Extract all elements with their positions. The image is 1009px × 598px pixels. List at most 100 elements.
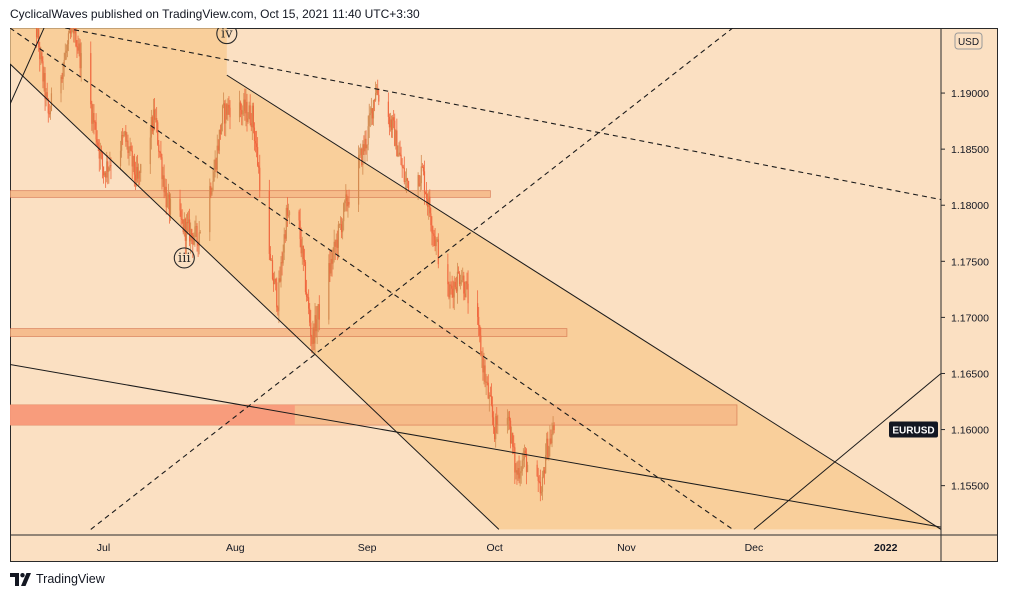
candle-body-156 xyxy=(255,143,258,148)
candle-body-349 xyxy=(546,438,548,455)
candle-body-307 xyxy=(484,365,486,383)
price-chart[interactable]: 1.19000 1.18500 1.18000 1.17500 1.17000 1.165… xyxy=(10,28,998,562)
candle-body-340 xyxy=(536,464,538,477)
candle-body-104 xyxy=(183,218,185,233)
candle-body-33 xyxy=(74,28,76,34)
candle-body-221 xyxy=(359,154,361,156)
candle-body-109 xyxy=(189,219,191,242)
candle-body-242 xyxy=(389,119,392,128)
candle-body-302 xyxy=(479,325,481,336)
candle-body-165 xyxy=(274,278,276,285)
currency-badge[interactable]: USD xyxy=(954,32,983,50)
candle-body-9 xyxy=(40,52,42,60)
candle-body-144 xyxy=(243,99,245,111)
candle-body-267 xyxy=(424,192,427,195)
candle-body-284 xyxy=(451,285,453,289)
candle-body-213 xyxy=(342,221,344,233)
candle-body-62 xyxy=(122,135,124,136)
candle-body-108 xyxy=(187,219,190,224)
candle-body-175 xyxy=(284,234,286,239)
candle-body-8 xyxy=(39,46,41,60)
candle-body-200 xyxy=(328,263,330,320)
candle-body-330 xyxy=(517,467,519,475)
candle-body-220 xyxy=(357,155,360,205)
candle-body-152 xyxy=(251,105,253,128)
x-tick-label: Jul xyxy=(97,542,110,554)
candle-body-46 xyxy=(96,139,98,143)
candle-body-268 xyxy=(426,194,428,200)
candle-body-141 xyxy=(240,102,242,110)
candle-body-292 xyxy=(460,281,462,284)
candle-body-15 xyxy=(46,92,48,100)
candle-body-124 xyxy=(213,171,215,182)
candle-body-226 xyxy=(364,138,366,152)
candle-body-122 xyxy=(211,190,213,195)
trendline-2 xyxy=(226,74,941,530)
candle-body-54 xyxy=(105,172,107,178)
candle-body-65 xyxy=(125,131,127,142)
candle-body-247 xyxy=(395,130,397,146)
candle-body-248 xyxy=(396,130,398,157)
candle-body-120 xyxy=(209,186,211,233)
candle-body-211 xyxy=(339,224,342,226)
zone-3-strong xyxy=(10,404,295,426)
candle-body-52 xyxy=(102,166,105,176)
candle-body-29 xyxy=(69,30,72,34)
zone-2 xyxy=(10,328,568,337)
price-axis[interactable]: 1.19000 1.18500 1.18000 1.17500 1.17000 1.165… xyxy=(941,88,989,493)
candle-body-308 xyxy=(485,381,487,383)
candle-body-195 xyxy=(314,315,316,344)
publisher-header: CyclicalWaves published on TradingView.c… xyxy=(10,7,420,21)
candles-layer xyxy=(35,28,555,502)
y-tick-label: 1.18000 xyxy=(951,200,989,212)
candle-body-140 xyxy=(238,102,241,118)
wave-labels-layer: iii iv xyxy=(173,28,238,269)
candle-body-155 xyxy=(254,140,257,144)
candle-body-40 xyxy=(90,53,92,105)
footer-brand[interactable]: TradingView xyxy=(36,572,105,586)
candle-body-159 xyxy=(259,167,261,191)
candle-body-14 xyxy=(45,92,47,100)
candle-body-352 xyxy=(549,438,551,447)
candle-body-354 xyxy=(551,434,553,444)
candle-body-202 xyxy=(330,259,332,274)
time-axis[interactable]: Jul Aug Sep Oct Nov Dec 2022 xyxy=(97,542,898,554)
candle-body-119 xyxy=(199,232,201,233)
candle-body-222 xyxy=(360,148,362,155)
candle-body-163 xyxy=(271,260,274,280)
candle-body-94 xyxy=(164,186,166,193)
plot-layer xyxy=(10,28,941,530)
candle-body-205 xyxy=(333,241,335,253)
symbol-price-label[interactable]: EURUSD xyxy=(889,421,938,438)
candle-body-310 xyxy=(487,382,489,399)
candle-body-294 xyxy=(462,275,464,280)
candle-body-60 xyxy=(119,150,122,166)
trendline-5 xyxy=(10,28,45,105)
candle-body-316 xyxy=(494,427,496,440)
candle-body-136 xyxy=(226,104,228,115)
candle-body-187 xyxy=(305,291,308,297)
trendline-3 xyxy=(10,364,941,528)
x-tick-label: Sep xyxy=(358,542,377,554)
candle-body-172 xyxy=(281,262,283,264)
candle-body-300 xyxy=(477,303,479,317)
candle-body-338 xyxy=(525,453,528,473)
candle-body-151 xyxy=(250,123,252,128)
candle-body-331 xyxy=(518,467,520,479)
candle-body-322 xyxy=(508,416,511,421)
candle-body-306 xyxy=(483,365,485,373)
candle-body-129 xyxy=(218,129,220,151)
candle-body-112 xyxy=(192,235,194,245)
candle-body-249 xyxy=(397,154,399,157)
candle-body-11 xyxy=(42,61,44,82)
candle-body-121 xyxy=(210,186,212,195)
candle-body-297 xyxy=(465,281,467,298)
candle-body-158 xyxy=(258,165,260,168)
candle-body-288 xyxy=(455,287,457,292)
candle-body-275 xyxy=(433,233,435,236)
candle-body-111 xyxy=(191,229,193,236)
candle-body-93 xyxy=(163,175,165,193)
candle-body-51 xyxy=(101,152,104,167)
candle-body-265 xyxy=(422,167,425,172)
candle-body-319 xyxy=(497,424,499,426)
